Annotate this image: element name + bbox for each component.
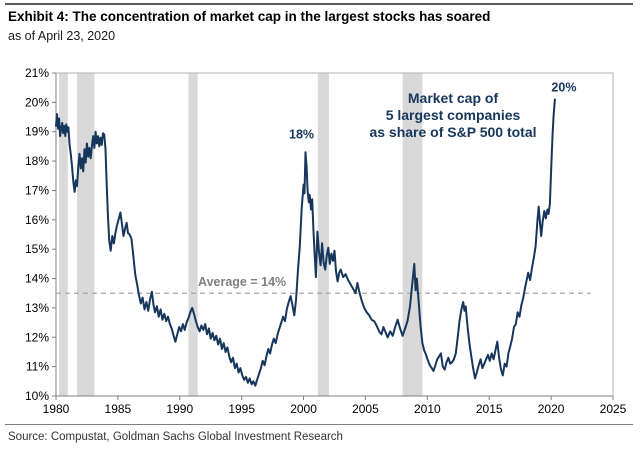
peak-label: 20% [551,80,576,94]
y-tick-label: 12% [25,330,49,344]
recession-band [317,73,329,396]
y-tick-label: 11% [26,360,49,374]
x-tick-label: 2000 [290,402,317,416]
data-line [55,98,556,387]
y-tick-label: 13% [25,301,49,315]
y-tick-label: 15% [25,242,49,256]
y-tick-label: 20% [25,95,49,109]
top-rule [5,3,633,5]
source-divider [5,424,633,425]
y-tick-label: 10% [25,389,49,403]
y-tick-label: 16% [25,213,49,227]
y-tick-label: 19% [25,125,49,139]
recession-band [59,73,68,396]
x-tick-label: 2010 [414,402,441,416]
recession-band [77,73,95,396]
x-tick-label: 1980 [43,402,70,416]
exhibit-title: Exhibit 4: The concentration of market c… [8,9,491,24]
x-tick-label: 2005 [352,402,379,416]
peak-label: 18% [289,127,314,141]
exhibit-subtitle: as of April 23, 2020 [8,29,116,43]
y-tick-label: 17% [25,183,49,197]
series-annotation: Market cap of [408,90,499,106]
y-tick-label: 21% [25,66,49,80]
average-label: Average = 14% [198,275,286,289]
y-tick-label: 18% [25,154,49,168]
x-tick-label: 2025 [600,402,627,416]
recession-band [188,73,198,396]
x-tick-label: 1995 [228,402,255,416]
y-tick-label: 14% [25,272,49,286]
x-tick-label: 1985 [105,402,132,416]
x-tick-label: 2020 [538,402,565,416]
x-tick-label: 2015 [476,402,503,416]
x-tick-label: 1990 [166,402,193,416]
series-annotation: as share of S&P 500 total [369,124,536,140]
series-annotation: 5 largest companies [386,107,521,123]
source-text: Source: Compustat, Goldman Sachs Global … [8,431,343,443]
plot-border [55,72,614,397]
